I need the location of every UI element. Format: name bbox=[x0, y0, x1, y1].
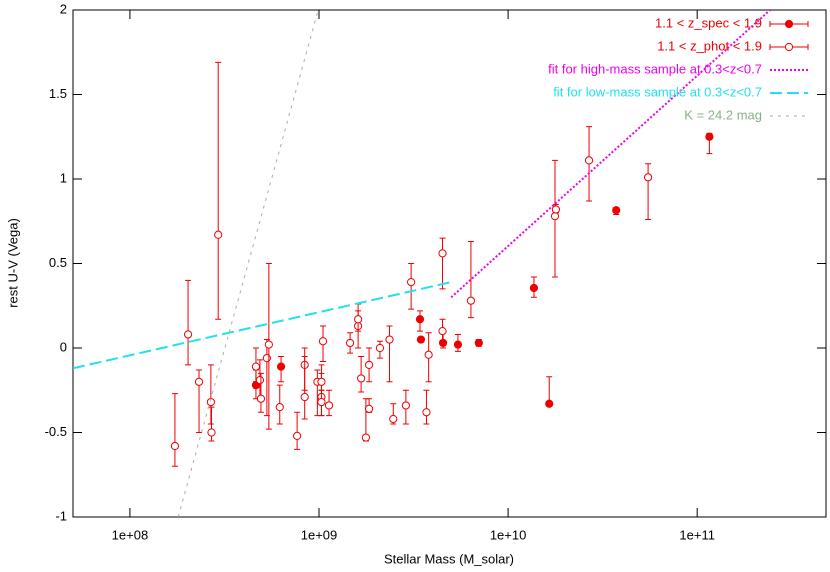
x-tick-label: 1e+09 bbox=[301, 527, 338, 542]
data-point bbox=[276, 362, 286, 371]
data-point bbox=[207, 428, 216, 437]
x-tick-label: 1e+08 bbox=[112, 527, 149, 542]
legend-label: fit for high-mass sample at 0.3<z<0.7 bbox=[548, 61, 762, 76]
data-point bbox=[262, 354, 271, 363]
data-point bbox=[375, 343, 385, 353]
y-tick-label: 2 bbox=[60, 1, 67, 16]
x-tick-label: 1e+10 bbox=[490, 527, 527, 542]
data-point bbox=[550, 212, 560, 221]
data-point bbox=[438, 338, 448, 348]
data-point bbox=[293, 431, 302, 440]
error-bar bbox=[423, 389, 430, 425]
y-tick-label: -1 bbox=[55, 508, 67, 523]
data-point bbox=[545, 399, 554, 408]
data-point bbox=[401, 401, 410, 410]
error-bar bbox=[408, 263, 415, 310]
legend-marker bbox=[784, 19, 794, 29]
y-tick-label: 0.5 bbox=[49, 255, 67, 270]
data-point bbox=[424, 350, 433, 359]
x-axis-label: Stellar Mass (M_solar) bbox=[384, 551, 514, 566]
y-tick-label: -0.5 bbox=[45, 424, 67, 439]
error-bar bbox=[257, 372, 264, 413]
fit-line bbox=[450, 10, 771, 299]
data-point bbox=[256, 394, 266, 403]
error-bar bbox=[215, 61, 222, 320]
error-bar bbox=[294, 411, 301, 450]
data-point bbox=[300, 392, 309, 402]
data-point bbox=[407, 277, 416, 287]
data-point bbox=[364, 404, 374, 413]
data-point bbox=[361, 433, 370, 442]
data-point bbox=[264, 340, 273, 349]
data-point bbox=[318, 337, 328, 346]
legend-label: fit for low-mass sample at 0.3<z<0.7 bbox=[553, 84, 762, 99]
data-point bbox=[584, 156, 594, 165]
data-point bbox=[551, 205, 561, 214]
series bbox=[450, 10, 771, 299]
error-bar bbox=[645, 163, 652, 221]
data-point bbox=[183, 330, 193, 339]
data-point bbox=[453, 340, 463, 349]
legend: 1.1 < z_spec < 1.9 1.1 < z_phot < 1.9 fit … bbox=[548, 15, 809, 122]
data-point bbox=[612, 206, 621, 215]
error-bar bbox=[207, 364, 214, 425]
data-point bbox=[422, 408, 431, 417]
data-point bbox=[357, 374, 366, 383]
data-point bbox=[415, 315, 425, 324]
error-bar bbox=[439, 237, 446, 290]
data-point bbox=[705, 132, 714, 141]
data-point bbox=[438, 327, 447, 336]
data-point bbox=[385, 335, 394, 344]
data-point bbox=[345, 338, 355, 348]
data-point bbox=[170, 441, 180, 451]
legend-label: 1.1 < z_spec < 1.9 bbox=[655, 15, 762, 30]
data-point bbox=[416, 335, 426, 344]
fit-line bbox=[73, 281, 452, 370]
data-point bbox=[643, 173, 653, 182]
data-point bbox=[214, 230, 223, 239]
error-bar bbox=[314, 369, 321, 417]
data-point bbox=[474, 338, 483, 348]
error-bar bbox=[301, 355, 308, 420]
data-point bbox=[255, 376, 265, 385]
error-bar bbox=[171, 393, 178, 467]
legend-label: 1.1 < z_phot < 1.9 bbox=[657, 38, 762, 53]
y-axis-label: rest U-V (Vega) bbox=[5, 218, 20, 308]
y-tick-label: 0 bbox=[60, 339, 67, 354]
x-tick-label: 1e+11 bbox=[679, 527, 715, 542]
y-tick-label: 1 bbox=[60, 170, 67, 185]
error-bar bbox=[467, 241, 474, 319]
data-point bbox=[466, 296, 476, 305]
error-bar bbox=[386, 325, 393, 383]
plot-area bbox=[73, 10, 771, 517]
y-tick-label: 1.5 bbox=[49, 86, 67, 101]
data-point bbox=[389, 414, 398, 424]
error-bar bbox=[358, 355, 365, 393]
data-point bbox=[529, 283, 539, 293]
data-point bbox=[354, 315, 363, 324]
data-point bbox=[317, 397, 326, 407]
legend-marker bbox=[784, 42, 794, 52]
data-point bbox=[317, 377, 326, 386]
data-point bbox=[251, 362, 261, 371]
error-bar bbox=[185, 279, 192, 366]
data-point bbox=[194, 377, 204, 386]
series bbox=[73, 281, 452, 370]
data-point bbox=[438, 249, 447, 258]
data-point bbox=[324, 401, 334, 410]
series bbox=[170, 61, 653, 467]
data-point bbox=[364, 360, 374, 369]
legend-label: K = 24.2 mag bbox=[684, 107, 762, 122]
data-point bbox=[275, 403, 284, 412]
